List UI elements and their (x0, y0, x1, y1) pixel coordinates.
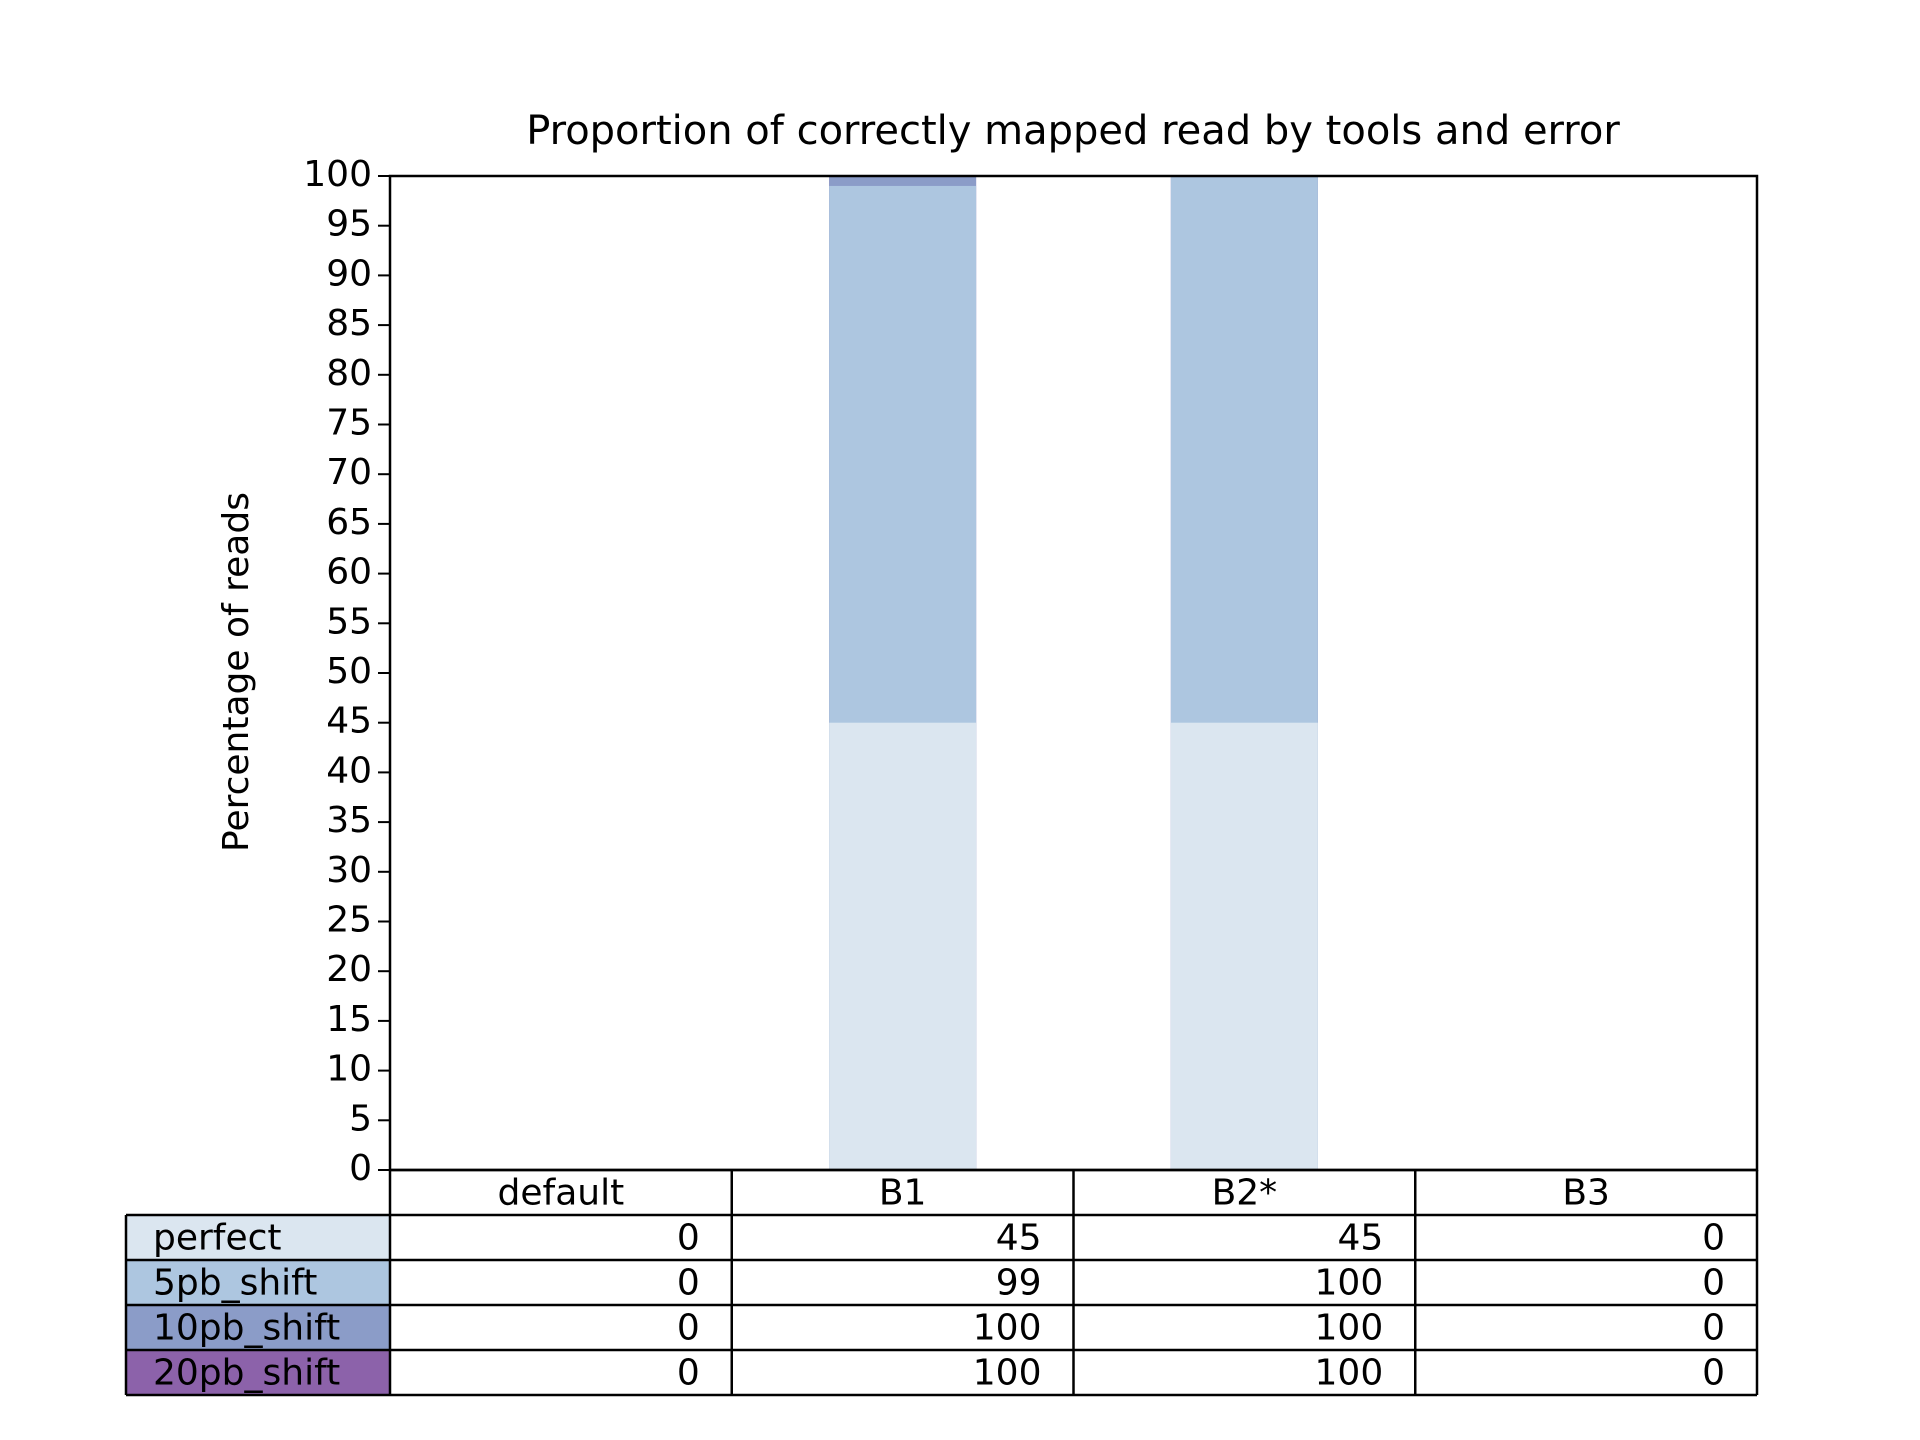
y-tick-label: 75 (326, 403, 372, 444)
y-tick-label: 70 (326, 452, 372, 493)
legend-swatch (126, 1305, 390, 1350)
y-tick-label: 50 (326, 651, 372, 692)
y-tick-label: 15 (326, 999, 372, 1040)
y-axis-label: Percentage of reads (216, 492, 257, 852)
table-cell: 0 (677, 1263, 700, 1304)
y-tick-label: 100 (303, 154, 372, 195)
y-tick-label: 65 (326, 502, 372, 543)
table-cell: 0 (1702, 1353, 1725, 1394)
table-cell: 0 (677, 1353, 700, 1394)
y-tick-label: 35 (326, 800, 372, 841)
y-tick-label: 40 (326, 750, 372, 791)
legend-label: perfect (153, 1218, 282, 1259)
table-cell: 99 (996, 1263, 1042, 1304)
y-tick-label: 25 (326, 900, 372, 941)
table-cell: 100 (973, 1308, 1042, 1349)
table-header: B1 (879, 1173, 927, 1214)
table-header: B3 (1562, 1173, 1610, 1214)
table-cell: 45 (996, 1218, 1042, 1259)
table-cell: 45 (1337, 1218, 1383, 1259)
y-tick-label: 55 (326, 601, 372, 642)
y-tick-label: 45 (326, 701, 372, 742)
table-cell: 100 (1315, 1308, 1384, 1349)
table-cell: 100 (1315, 1263, 1384, 1304)
y-tick-label: 60 (326, 552, 372, 593)
table-header: default (498, 1173, 625, 1214)
y-tick-label: 20 (326, 949, 372, 990)
y-tick-label: 95 (326, 204, 372, 245)
table-cell: 0 (677, 1308, 700, 1349)
y-tick-label: 5 (349, 1098, 372, 1139)
y-tick-label: 85 (326, 303, 372, 344)
table-cell: 100 (1315, 1353, 1384, 1394)
y-tick-label: 80 (326, 353, 372, 394)
legend-swatch (126, 1215, 390, 1260)
y-tick-label: 0 (349, 1148, 372, 1189)
table-cell: 0 (1702, 1218, 1725, 1259)
y-tick-label: 90 (326, 253, 372, 294)
y-tick-label: 30 (326, 850, 372, 891)
plot-frame (388, 174, 1759, 1172)
legend-label: 5pb_shift (153, 1263, 317, 1304)
legend-label: 20pb_shift (153, 1353, 340, 1394)
legend-swatch (126, 1260, 390, 1305)
table-cell: 0 (1702, 1263, 1725, 1304)
chart-title: Proportion of correctly mapped read by t… (526, 108, 1620, 154)
bar (829, 722, 977, 1170)
table-cell: 0 (677, 1218, 700, 1259)
legend-swatch (126, 1350, 390, 1395)
table-header: B2* (1212, 1173, 1278, 1214)
y-tick-label: 10 (326, 1049, 372, 1090)
legend-label: 10pb_shift (153, 1308, 340, 1349)
bar (1170, 722, 1318, 1170)
table-cell: 100 (973, 1353, 1042, 1394)
table-cell: 0 (1702, 1308, 1725, 1349)
